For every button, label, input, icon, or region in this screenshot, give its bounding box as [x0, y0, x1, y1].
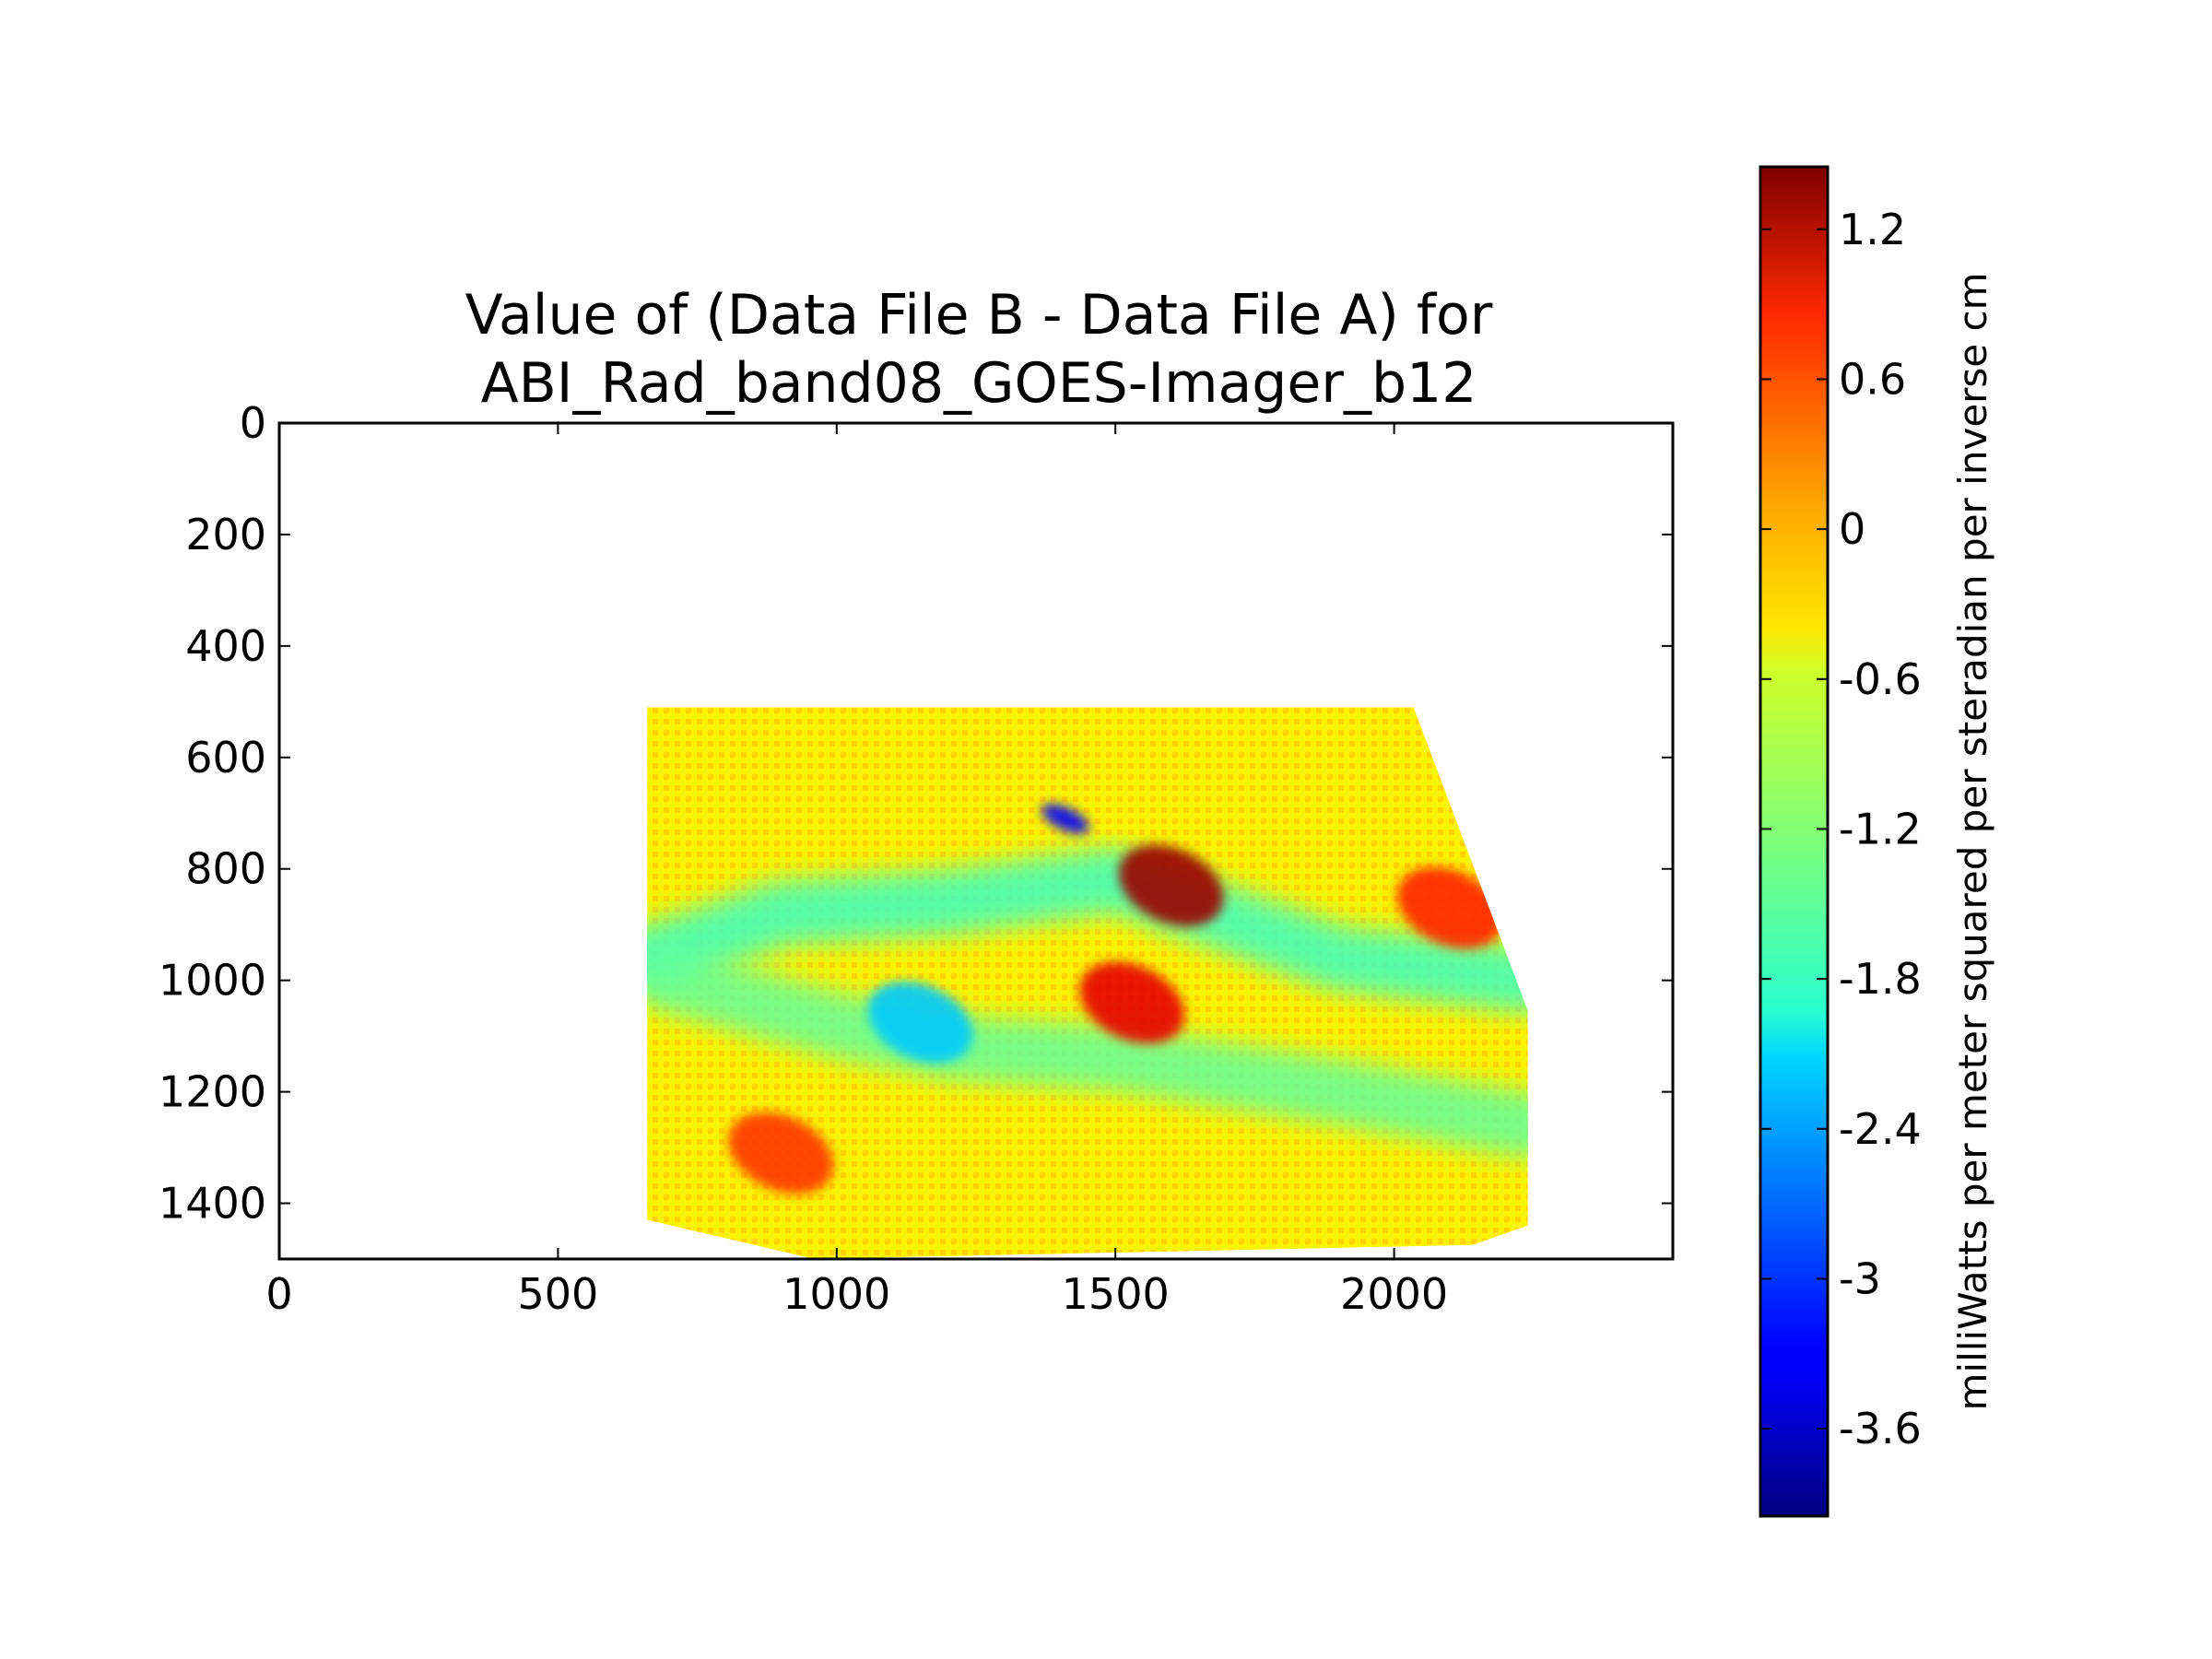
heatmap-blob-5	[1041, 804, 1089, 834]
x-tick-label: 1500	[1062, 1269, 1170, 1319]
heatmap-field	[647, 707, 1528, 1259]
colorbar-tick-label: -2.4	[1839, 1104, 1922, 1154]
colorbar-label: milliWatts per meter squared per steradi…	[1950, 272, 1995, 1410]
colorbar-tick-label: 0.6	[1839, 354, 1906, 404]
chart-title-line-1: Value of (Data File B - Data File A) for	[465, 283, 1493, 347]
heatmap-blob-8	[867, 981, 973, 1064]
axes-frame	[277, 421, 1675, 1261]
colorbar-tick-label: -3.6	[1839, 1404, 1922, 1453]
x-tick-label: 500	[517, 1269, 598, 1319]
y-tick-label: 600	[185, 733, 266, 782]
heatmap-band-1	[647, 847, 1528, 1013]
colorbar-tick-label: 1.2	[1839, 205, 1906, 254]
plot-area	[647, 707, 1528, 1259]
heatmap-blob-3	[1118, 844, 1224, 927]
colorbar-tick-label: 0	[1839, 504, 1865, 554]
colorbar-tick-label: -3	[1839, 1253, 1881, 1303]
chart-title-line-2: ABI_Rad_band08_GOES-Imager_b12	[481, 351, 1477, 416]
axes: 0 500 1000 1500 2000 0 200 400 600 800 1000 1200 140…	[159, 398, 1675, 1319]
colorbar-tick-label: -1.2	[1839, 804, 1922, 853]
y-tick-label: 1000	[159, 956, 266, 1006]
x-tick-label: 1000	[782, 1269, 890, 1319]
heatmap-blob-6	[1397, 866, 1503, 949]
colorbar-tick-label: -0.6	[1839, 654, 1922, 704]
colorbar-frame	[1759, 165, 1830, 1518]
y-tick-label: 400	[185, 621, 266, 671]
y-tick-label: 800	[185, 844, 266, 894]
chart-title: Value of (Data File B - Data File A) for…	[465, 283, 1493, 416]
colorbar-gradient	[1760, 167, 1828, 1516]
heatmap-band-2	[647, 947, 1528, 1158]
heatmap-blob-7	[728, 1112, 834, 1194]
colorbar: 1.2 0.6 0 -0.6 -1.2 -1.8 -2.4 -3 -3.6 milliWatts …	[1759, 165, 1995, 1518]
y-tick-label: 1200	[159, 1067, 266, 1117]
colorbar-tick-label: -1.8	[1839, 954, 1922, 1004]
heatmap-blob-4	[1079, 961, 1185, 1044]
y-tick-label: 1400	[159, 1179, 266, 1229]
x-tick-label: 0	[265, 1269, 292, 1319]
y-tick-label: 0	[240, 398, 266, 448]
x-tick-label: 2000	[1340, 1269, 1448, 1319]
y-tick-label: 200	[185, 510, 266, 559]
